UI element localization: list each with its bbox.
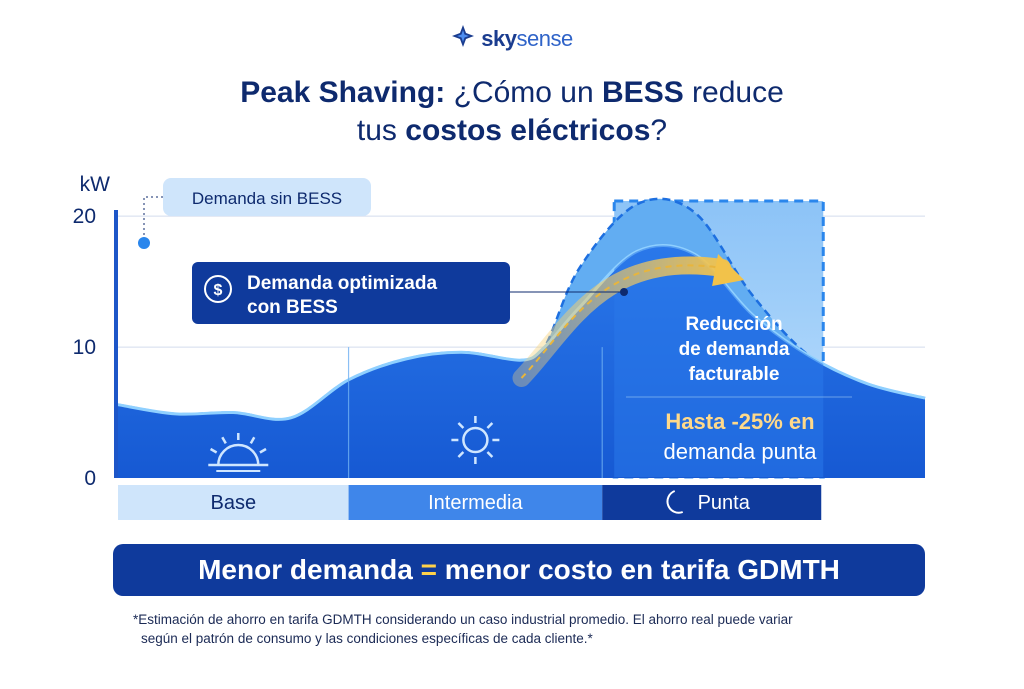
footnote-line2: según el patrón de consumo y las condici… [141, 631, 593, 646]
shift-arrow-line [520, 264, 723, 379]
y-tick-label-20: 20 [73, 205, 96, 228]
hasta-label: Hasta -25% en [665, 409, 814, 434]
banner-equals: = [420, 554, 437, 585]
y-axis-label: kW [80, 173, 111, 196]
title-line1-bold: Peak Shaving: [240, 76, 446, 109]
period-label-0: Base [210, 492, 256, 514]
page-title: Peak Shaving: ¿Cómo un BESS reduce tus c… [0, 74, 1024, 150]
y-tick-label-10: 10 [73, 336, 96, 359]
callout-optimizada-label-1: Demanda optimizada [247, 273, 437, 294]
moon-icon [666, 490, 684, 514]
callout-sin-bess-box [163, 178, 371, 216]
period-label-1: Intermedia [428, 492, 523, 514]
brand-logo: skysense [0, 24, 1024, 54]
dollar-icon [204, 275, 232, 303]
brand-prefix: sky [481, 26, 517, 51]
title-line2-bold: costos eléctricos [405, 114, 651, 147]
period-bar-1 [348, 485, 603, 520]
period-bar-0 [118, 485, 349, 520]
callout-optimizada-dot [620, 288, 628, 296]
dollar-icon-glyph: $ [214, 282, 223, 299]
title-line2-start: tus [356, 114, 406, 147]
period-label-2: Punta [698, 492, 751, 514]
sun-icon [451, 416, 500, 464]
title-line2-end: ? [650, 114, 668, 147]
callout-sin-bess-label: Demanda sin BESS [192, 189, 342, 208]
banner-right: menor costo en tarifa GDMTH [436, 554, 840, 585]
sunrise-icon [208, 433, 269, 472]
period-bar-2 [602, 485, 822, 520]
title-line1-mid: ¿Cómo un [445, 76, 603, 109]
title-line1-end: reduce [683, 76, 784, 109]
reduccion-label-2: de demanda [679, 339, 790, 360]
demand-chart: kW 0 10 20 Base Intermedia Punta Demanda sin … [73, 173, 926, 520]
title-line1-bold2: BESS [602, 76, 684, 109]
shift-arrow-head [712, 254, 745, 286]
callout-optimizada-box [192, 262, 510, 324]
banner-left: Menor demanda [198, 554, 421, 585]
brand-suffix: sense [516, 26, 574, 51]
reduccion-label-3: facturable [689, 364, 780, 385]
footnote: *Estimación de ahorro en tarifa GDMTH co… [133, 610, 933, 648]
callout-optimizada-label-2: con BESS [247, 297, 338, 318]
callout-sin-bess-dot [138, 237, 150, 249]
demanda-punta-label: demanda punta [664, 439, 818, 464]
summary-banner: Menor demanda = menor costo en tarifa GD… [113, 544, 925, 596]
skysense-logo-icon [451, 24, 475, 54]
callout-sin-bess-leader [143, 196, 163, 240]
reduccion-label-1: Reducción [685, 314, 782, 335]
y-tick-label-0: 0 [84, 467, 96, 490]
peak-overlay [614, 245, 824, 477]
footnote-line1: *Estimación de ahorro en tarifa GDMTH co… [133, 612, 793, 627]
